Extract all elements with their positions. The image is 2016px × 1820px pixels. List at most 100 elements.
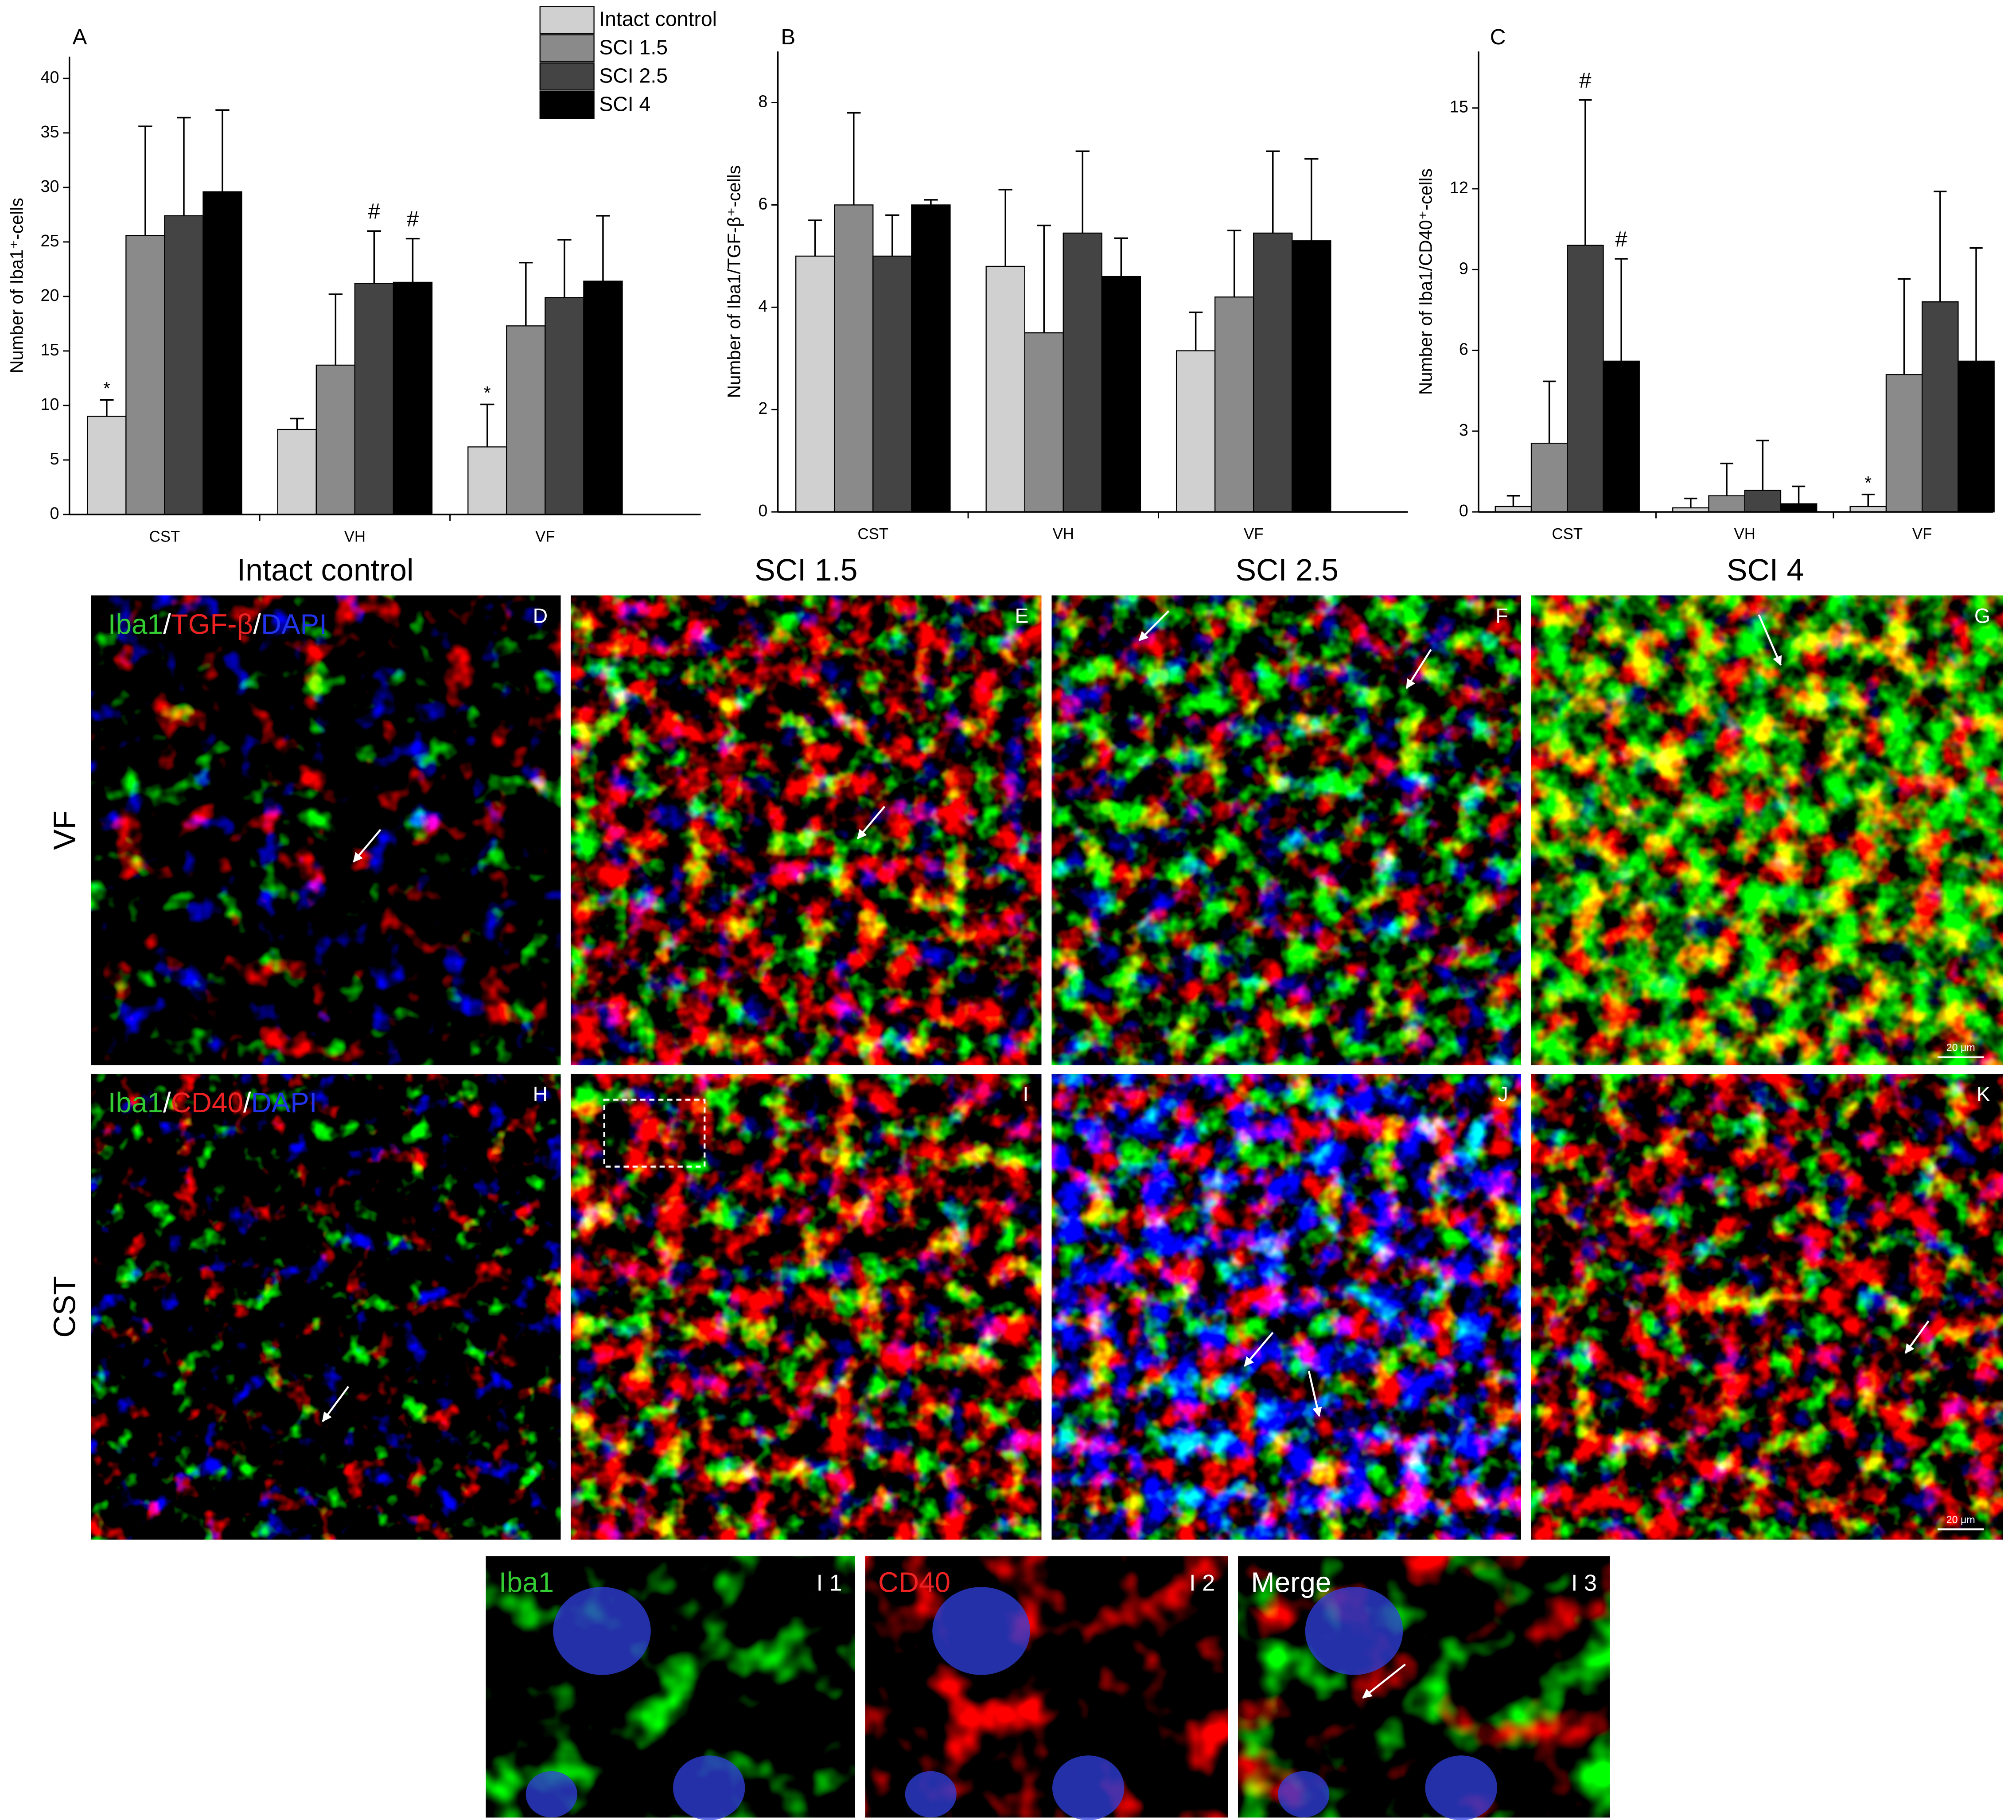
bar (795, 255, 835, 513)
bar (1922, 301, 1959, 513)
error-bar (847, 112, 861, 205)
annotation: # (368, 199, 381, 224)
annotation: # (1615, 227, 1627, 251)
bar (583, 281, 623, 515)
error-bar (1037, 224, 1051, 333)
row-label: VF (47, 811, 82, 850)
micrograph (1051, 595, 1521, 1065)
error-bar (367, 230, 381, 284)
bar (1780, 503, 1818, 513)
error-bar (328, 293, 343, 365)
y-tick-label: 30 (41, 177, 59, 195)
legend-label: Intact control (599, 8, 717, 31)
bar (1062, 232, 1102, 513)
x-tick-label: CST (149, 528, 180, 545)
panel-letter: F (1495, 604, 1508, 627)
x-tick-label: VH (344, 528, 366, 545)
arrow (1904, 1320, 1930, 1354)
bar (1494, 506, 1532, 513)
legend-label: SCI 1.5 (599, 36, 668, 59)
bar (1885, 374, 1923, 513)
error-bar (924, 199, 938, 205)
column-title: SCI 2.5 (1236, 553, 1339, 587)
panel-letter: J (1498, 1083, 1508, 1106)
bar (1567, 245, 1604, 513)
panel-letter: H (533, 1083, 548, 1106)
arrow (1758, 614, 1782, 666)
bar (985, 265, 1025, 513)
stain-part: / (253, 608, 261, 640)
y-tick-label: 2 (758, 399, 767, 417)
legend-swatch (539, 62, 595, 91)
y-tick-label: 15 (41, 340, 59, 359)
bar (872, 255, 912, 513)
legend-label: SCI 2.5 (599, 64, 668, 87)
legend-swatch (539, 6, 595, 34)
error-bar (1543, 380, 1556, 444)
y-tick-label: 6 (758, 194, 767, 213)
bar (545, 297, 584, 515)
y-tick-label: 5 (50, 449, 59, 468)
nucleus (905, 1771, 957, 1818)
bar (277, 429, 317, 515)
x-tick-label: CST (858, 526, 889, 543)
arrow (1405, 649, 1432, 689)
bar (1603, 360, 1640, 513)
arrow (856, 806, 886, 840)
error-bar (215, 109, 230, 192)
x-tick-label: VH (1053, 526, 1074, 543)
y-tick-label: 8 (758, 92, 767, 111)
error-bar (596, 215, 610, 281)
annotation: # (407, 207, 419, 231)
y-tick-label: 25 (41, 231, 59, 250)
annotation: # (1579, 68, 1592, 93)
error-bar (808, 219, 822, 256)
y-tick-label: 0 (50, 504, 59, 522)
arrow (1362, 1664, 1406, 1699)
nucleus (1052, 1755, 1125, 1820)
nucleus (525, 1771, 577, 1818)
panel-letter: G (1974, 604, 1990, 627)
inset-letter: I 1 (817, 1571, 842, 1596)
arrow (1244, 1332, 1274, 1367)
stain-part: / (243, 1087, 251, 1119)
bar (1849, 506, 1887, 513)
error-bar (1861, 493, 1875, 507)
bar (1292, 240, 1331, 513)
x-tick-label: VH (1734, 526, 1755, 543)
error-bar (1075, 150, 1090, 233)
y-tick-label: 40 (41, 68, 59, 86)
y-tick-label: 4 (758, 296, 767, 315)
y-tick-label: 9 (1459, 259, 1468, 277)
column-title: Intact control (237, 553, 414, 587)
bar (87, 416, 127, 515)
inset-label: CD40 (878, 1567, 950, 1598)
micrograph (1051, 1074, 1521, 1540)
y-tick-label: 0 (758, 501, 767, 520)
arrow (1308, 1371, 1322, 1417)
error-bar (885, 214, 899, 256)
nucleus (673, 1755, 745, 1820)
stain-part: / (163, 608, 171, 640)
y-tick-label: 10 (41, 395, 59, 413)
inset-box (603, 1099, 706, 1168)
micrograph (1531, 595, 2003, 1065)
stain-part: Iba1 (108, 608, 163, 640)
error-bar (1114, 237, 1129, 277)
bar (1024, 332, 1064, 513)
error-bar (1579, 99, 1592, 246)
error-bar (138, 125, 152, 236)
micrograph (91, 595, 561, 1065)
bar (1530, 443, 1568, 513)
micrograph (1531, 1074, 2003, 1540)
scale-bar-label: 20 μm (1946, 1042, 1975, 1053)
y-tick-label: 15 (1450, 97, 1468, 116)
error-bar (1304, 158, 1319, 241)
y-axis-label: Number of Iba1/CD40⁺-cells (1416, 168, 1436, 395)
nucleus (932, 1587, 1030, 1675)
bar (125, 235, 165, 515)
bar (911, 204, 951, 513)
error-bar (290, 417, 304, 430)
panel-letter: K (1977, 1083, 1990, 1106)
error-bar (1792, 485, 1806, 504)
